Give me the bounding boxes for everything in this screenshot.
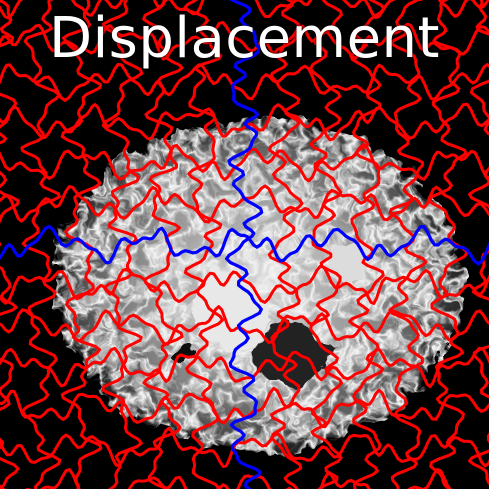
grid-line-horizontal <box>0 426 489 469</box>
grid-line-horizontal <box>0 468 479 489</box>
vertical-center-line <box>225 0 264 489</box>
horizontal-center-line <box>0 224 489 266</box>
grid-line-horizontal <box>0 305 489 346</box>
grid-line-horizontal <box>0 20 489 61</box>
grid-line-horizontal <box>0 62 489 102</box>
grid-line-horizontal <box>0 0 489 20</box>
grid-line-horizontal <box>0 102 489 142</box>
grid-line-vertical <box>348 0 386 489</box>
